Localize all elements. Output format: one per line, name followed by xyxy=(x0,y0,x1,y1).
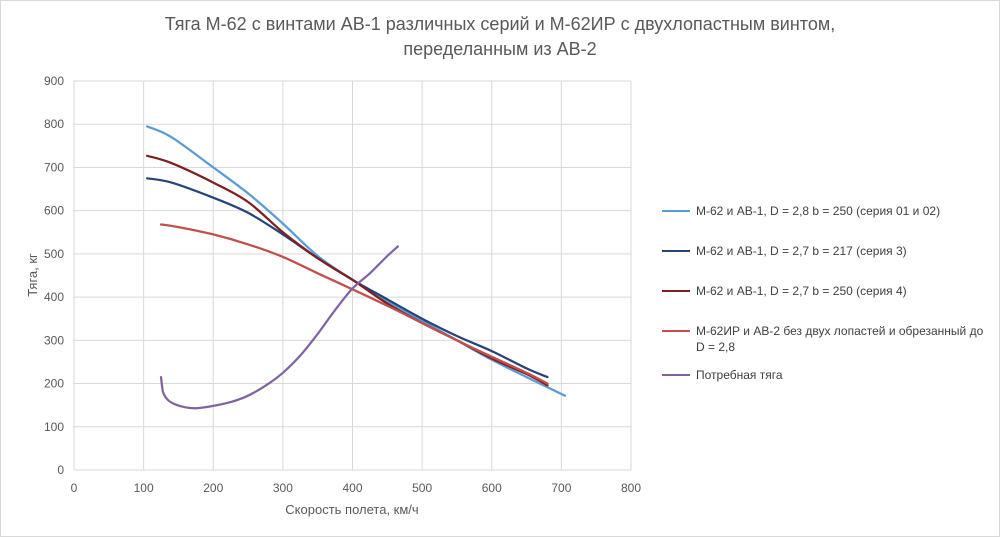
x-tick-label: 800 xyxy=(621,481,641,495)
y-tick-label: 500 xyxy=(44,247,64,261)
x-tick-label: 300 xyxy=(273,481,293,495)
y-tick-labels: 0 100 200 300 400 500 600 700 800 900 xyxy=(44,74,64,477)
x-axis-title: Скорость полета, км/ч xyxy=(285,502,418,517)
x-tick-label: 600 xyxy=(482,481,502,495)
y-tick-label: 0 xyxy=(57,463,64,477)
gridlines xyxy=(73,80,632,471)
chart-title: Тяга М-62 с винтами АВ-1 различных серий… xyxy=(0,12,1000,62)
x-tick-label: 0 xyxy=(71,481,78,495)
y-tick-label: 200 xyxy=(44,377,64,391)
x-tick-label: 200 xyxy=(203,481,223,495)
y-tick-label: 300 xyxy=(44,333,64,347)
x-tick-label: 400 xyxy=(342,481,362,495)
y-tick-label: 900 xyxy=(44,74,64,88)
x-tick-label: 500 xyxy=(412,481,432,495)
legend-item-2: М-62 и АВ-1, D = 2,7 b = 217 (серия 3) xyxy=(662,243,986,259)
x-tick-label: 100 xyxy=(134,481,154,495)
legend-swatch xyxy=(662,210,690,212)
legend-swatch xyxy=(662,290,690,292)
y-tick-label: 700 xyxy=(44,160,64,174)
legend-label: М-62 и АВ-1, D = 2,8 b = 250 (серия 01 и… xyxy=(696,204,941,218)
legend-item-1: М-62 и АВ-1, D = 2,8 b = 250 (серия 01 и… xyxy=(662,203,986,219)
y-tick-label: 100 xyxy=(44,420,64,434)
legend-swatch xyxy=(662,330,690,332)
series-line-3 xyxy=(145,154,549,387)
legend-label: М-62ИР и АВ-2 без двух лопастей и обреза… xyxy=(696,324,984,354)
x-tick-label: 700 xyxy=(551,481,571,495)
chart-title-line-2: переделанным из АВ-2 xyxy=(403,39,597,59)
y-tick-label: 600 xyxy=(44,204,64,218)
legend-swatch xyxy=(662,374,690,376)
y-tick-label: 800 xyxy=(44,117,64,131)
legend-item-3: М-62 и АВ-1, D = 2,7 b = 250 (серия 4) xyxy=(662,283,986,299)
legend-label: М-62 и АВ-1, D = 2,7 b = 217 (серия 3) xyxy=(696,244,907,258)
x-tick-labels: 0 100 200 300 400 500 600 700 800 xyxy=(71,481,642,495)
legend-label: М-62 и АВ-1, D = 2,7 b = 250 (серия 4) xyxy=(696,284,907,298)
y-tick-label: 400 xyxy=(44,290,64,304)
legend-label: Потребная тяга xyxy=(696,368,783,382)
legend-swatch xyxy=(662,250,690,252)
chart-title-line-1: Тяга М-62 с винтами АВ-1 различных серий… xyxy=(164,14,836,34)
legend-item-5: Потребная тяга xyxy=(662,367,986,383)
series-line-5 xyxy=(159,245,399,410)
legend-item-4: М-62ИР и АВ-2 без двух лопастей и обреза… xyxy=(662,323,986,355)
series-lines xyxy=(145,125,567,410)
y-axis-title: Тяга, кг xyxy=(25,253,40,297)
